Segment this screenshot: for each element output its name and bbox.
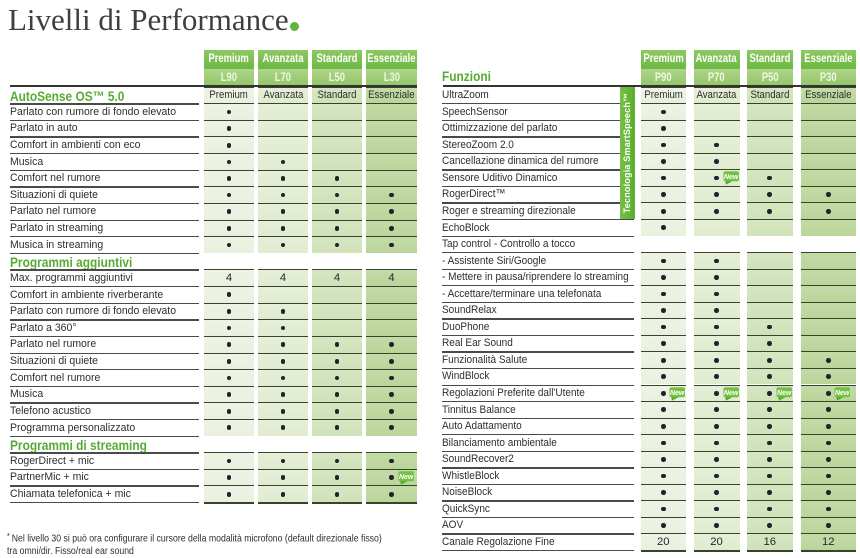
svg-text:New: New [723, 390, 738, 397]
svg-text:New: New [670, 390, 685, 397]
svg-text:New: New [777, 390, 792, 397]
svg-text:New: New [835, 390, 850, 397]
svg-text:New: New [398, 474, 413, 481]
svg-text:New: New [723, 174, 738, 181]
